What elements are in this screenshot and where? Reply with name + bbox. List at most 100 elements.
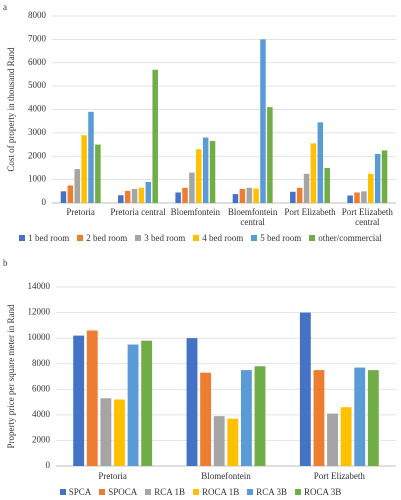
bar (340, 407, 352, 466)
legend-swatch (309, 235, 316, 241)
y-tick-label: 3000 (28, 127, 47, 137)
bar (74, 169, 80, 203)
bar (196, 149, 202, 203)
legend-swatch (251, 235, 258, 241)
bar (246, 187, 252, 203)
bar (240, 370, 252, 466)
bar (118, 195, 124, 203)
legend-item: 2 bed room (77, 233, 127, 243)
bar (60, 191, 67, 203)
x-tick-label: Blomefontein (201, 471, 251, 481)
legend-item: RCA 1B (145, 487, 185, 497)
bar (175, 192, 181, 203)
legend-item: ROCA 3B (295, 487, 341, 497)
y-tick-label: 10000 (28, 332, 51, 342)
bar (182, 187, 188, 203)
bar (313, 370, 325, 466)
legend-swatch (99, 489, 106, 495)
legend-swatch (295, 489, 302, 495)
legend-label: 1 bed room (28, 233, 70, 243)
bar (141, 340, 153, 466)
x-tick-label: Bloemfontein central (227, 207, 278, 227)
bar (354, 192, 360, 203)
legend: 1 bed room 2 bed room 3 bed room 4 bed room… (0, 233, 401, 243)
bar (131, 188, 138, 203)
legend-swatch (77, 235, 84, 241)
legend-swatch (135, 235, 142, 241)
legend-swatch (193, 489, 199, 495)
legend-swatch (193, 235, 200, 241)
y-tick-label: 0 (46, 460, 51, 470)
panel-label: a (3, 2, 7, 12)
bar (260, 39, 266, 203)
bar (367, 370, 379, 466)
legend-item: 4 bed room (193, 233, 243, 243)
bar (290, 191, 296, 203)
panel-label: b (3, 258, 8, 268)
y-tick-label: 8000 (32, 358, 51, 368)
legend-label: 4 bed room (202, 233, 244, 243)
y-axis-title: Cost of property in thousand Rand (6, 47, 16, 172)
legend-item: SPCA (59, 487, 92, 497)
legend-item: other/commercial (309, 233, 382, 243)
y-tick-label: 4000 (28, 104, 47, 114)
legend-swatch (247, 489, 254, 495)
bar (324, 167, 330, 203)
legend-label: other/commercial (318, 233, 382, 243)
bar (327, 413, 338, 466)
bar (200, 372, 212, 466)
y-tick-label: 6000 (32, 383, 51, 393)
bar (186, 338, 198, 466)
bar (232, 194, 239, 203)
bar (100, 398, 112, 466)
bar (239, 188, 246, 203)
bar (114, 399, 125, 466)
y-tick-label: 14000 (28, 281, 51, 291)
legend-label: ROCA 1B (202, 487, 240, 497)
bar (73, 335, 85, 466)
y-tick-label: 5000 (28, 80, 47, 90)
y-tick-label: 12000 (28, 307, 51, 317)
y-tick-label: 7000 (28, 33, 47, 43)
bar (296, 187, 303, 203)
bar (95, 144, 101, 203)
legend-swatch (59, 489, 66, 495)
bar (189, 172, 195, 203)
bar (138, 187, 145, 203)
y-tick-label: 4000 (32, 409, 51, 419)
legend-label: ROCA 3B (304, 487, 342, 497)
legend-item: ROCA 1B (193, 487, 239, 497)
legend-label: 3 bed room (144, 233, 186, 243)
bar (127, 344, 139, 466)
legend-label: 5 bed room (260, 233, 302, 243)
bar (303, 173, 310, 203)
bar (86, 330, 98, 466)
bar (145, 181, 152, 203)
bar (253, 188, 259, 203)
x-tick-label: Pretoria (98, 471, 127, 481)
bar (267, 107, 273, 203)
x-tick-label: Port Elizabeth central (341, 207, 393, 227)
x-tick-label: Port Elizabeth (313, 471, 365, 481)
legend: SPCA SPOCA RCA 1B ROCA 1B RCA 3B ROCA 3B (0, 487, 401, 497)
bar (374, 153, 381, 203)
y-axis-title: Property price per square meter in Rand (6, 304, 16, 448)
x-tick-label: Pretoria central (110, 207, 166, 217)
bar (361, 191, 367, 203)
bar (310, 143, 317, 203)
bar (299, 312, 311, 466)
legend-label: RCA 1B (154, 487, 185, 497)
bar (124, 190, 131, 203)
legend-label: RCA 3B (256, 487, 288, 497)
legend-label: SPCA (68, 487, 92, 497)
y-tick-label: 6000 (28, 57, 47, 67)
legend-item: 1 bed room (19, 233, 69, 243)
x-tick-label: Port Elizabeth (284, 207, 336, 217)
legend-label: 2 bed room (86, 233, 128, 243)
bar (209, 141, 216, 203)
y-tick-label: 0 (42, 197, 47, 207)
legend-swatch (145, 489, 152, 495)
bar (227, 418, 239, 466)
y-tick-label: 2000 (32, 434, 51, 444)
